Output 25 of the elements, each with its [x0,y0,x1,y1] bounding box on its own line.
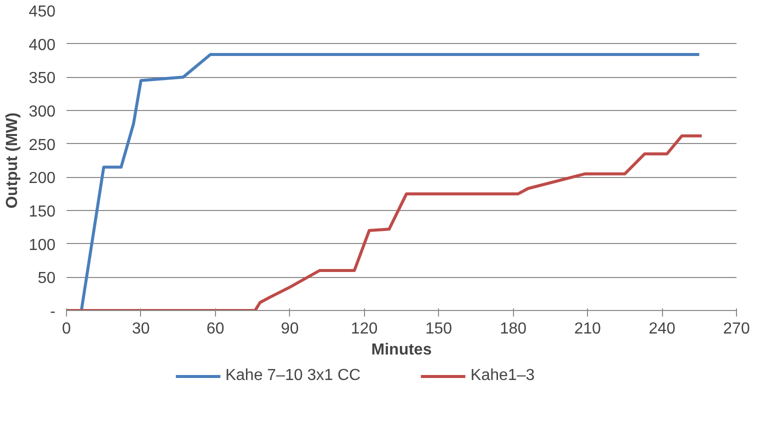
y-tick-label: - [50,304,56,320]
y-tick-label: 50 [38,270,56,288]
x-axis-title: Minutes [371,342,432,358]
x-tick-label: 150 [425,320,452,338]
y-tick-label: 300 [28,104,56,120]
x-tick-label: 0 [62,320,72,338]
x-tick-label: 270 [723,320,750,338]
legend-label: Kahe 7–10 3x1 CC [225,367,361,385]
x-tick-label: 60 [206,320,224,338]
x-tick-label: 210 [574,320,602,338]
y-tick-label: 250 [28,136,56,154]
x-tick-label: 240 [648,320,676,338]
y-tick-label: 100 [28,236,56,254]
y-axis-title: Output (MW) [4,112,21,208]
y-tick-label: 350 [28,70,56,88]
x-tick-label: 90 [280,320,299,338]
y-tick-label: 400 [28,36,56,54]
line-series [66,134,704,310]
y-tick-label: 200 [28,170,56,188]
x-tick-label: 180 [500,320,527,338]
x-tick-label: 120 [350,320,378,338]
legend-label: Kahe1–3 [470,367,535,385]
y-tick-label: 450 [28,4,56,20]
x-tick-label: 30 [132,320,150,338]
y-tick-label: 150 [28,204,56,220]
